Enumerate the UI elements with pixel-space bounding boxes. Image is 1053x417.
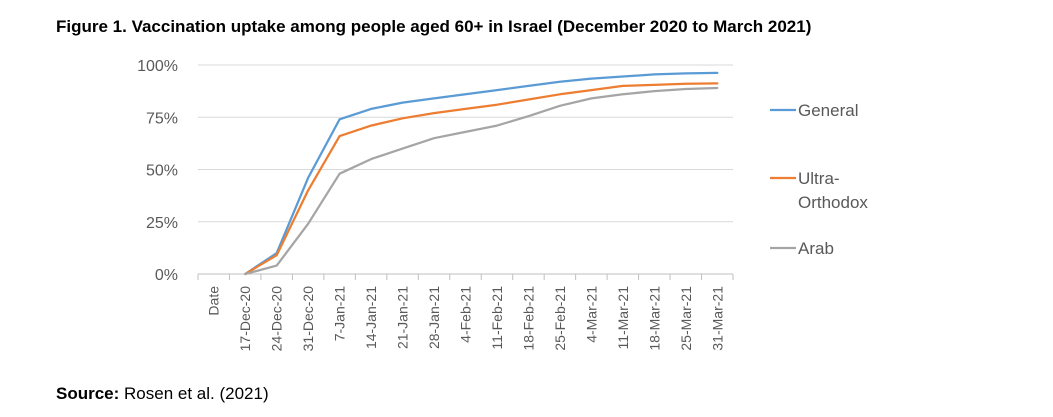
source-citation: Rosen et al. (2021) xyxy=(119,384,269,403)
series-line-general xyxy=(244,71,719,276)
source-label: Source: xyxy=(56,384,120,403)
figure-title: Figure 1. Vaccination uptake among peopl… xyxy=(56,17,812,36)
x-tick-label: 31-Dec-20 xyxy=(300,286,316,352)
legend-label-arab: Arab xyxy=(798,239,834,258)
y-tick-label: 100% xyxy=(137,58,178,75)
x-tick-label: 11-Mar-21 xyxy=(615,286,631,350)
x-tick-label: 4-Feb-21 xyxy=(458,286,474,343)
x-tick-label: 31-Mar-21 xyxy=(709,286,725,351)
y-tick-label: 50% xyxy=(146,163,178,180)
x-tick-label: 25-Mar-21 xyxy=(678,286,694,351)
x-tick-label: 24-Dec-20 xyxy=(269,286,285,352)
x-tick-label: 28-Jan-21 xyxy=(426,286,442,349)
y-tick-label: 0% xyxy=(155,267,178,284)
series-line-ultra-orthodox xyxy=(244,82,719,276)
legend-label-general: General xyxy=(798,101,858,120)
series-line-arab xyxy=(244,86,719,276)
x-tick-label: 18-Mar-21 xyxy=(646,286,662,351)
y-tick-label: 75% xyxy=(146,110,178,127)
x-tick-label: Date xyxy=(206,286,222,316)
x-tick-label: 4-Mar-21 xyxy=(583,286,599,343)
legend-label-ultra-orthodox: Ultra- xyxy=(798,169,840,188)
x-tick-label: 18-Feb-21 xyxy=(520,286,536,351)
figure-source: Source: Rosen et al. (2021) xyxy=(56,384,269,404)
x-tick-label: 11-Feb-21 xyxy=(489,286,505,350)
legend-label-ultra-orthodox: Orthodox xyxy=(798,193,868,212)
x-tick-label: 21-Jan-21 xyxy=(395,286,411,349)
x-tick-label: 14-Jan-21 xyxy=(363,286,379,349)
x-tick-label: 7-Jan-21 xyxy=(332,286,348,341)
x-tick-label: 25-Feb-21 xyxy=(552,286,568,351)
y-tick-label: 25% xyxy=(146,215,178,232)
x-tick-label: 17-Dec-20 xyxy=(237,286,253,352)
